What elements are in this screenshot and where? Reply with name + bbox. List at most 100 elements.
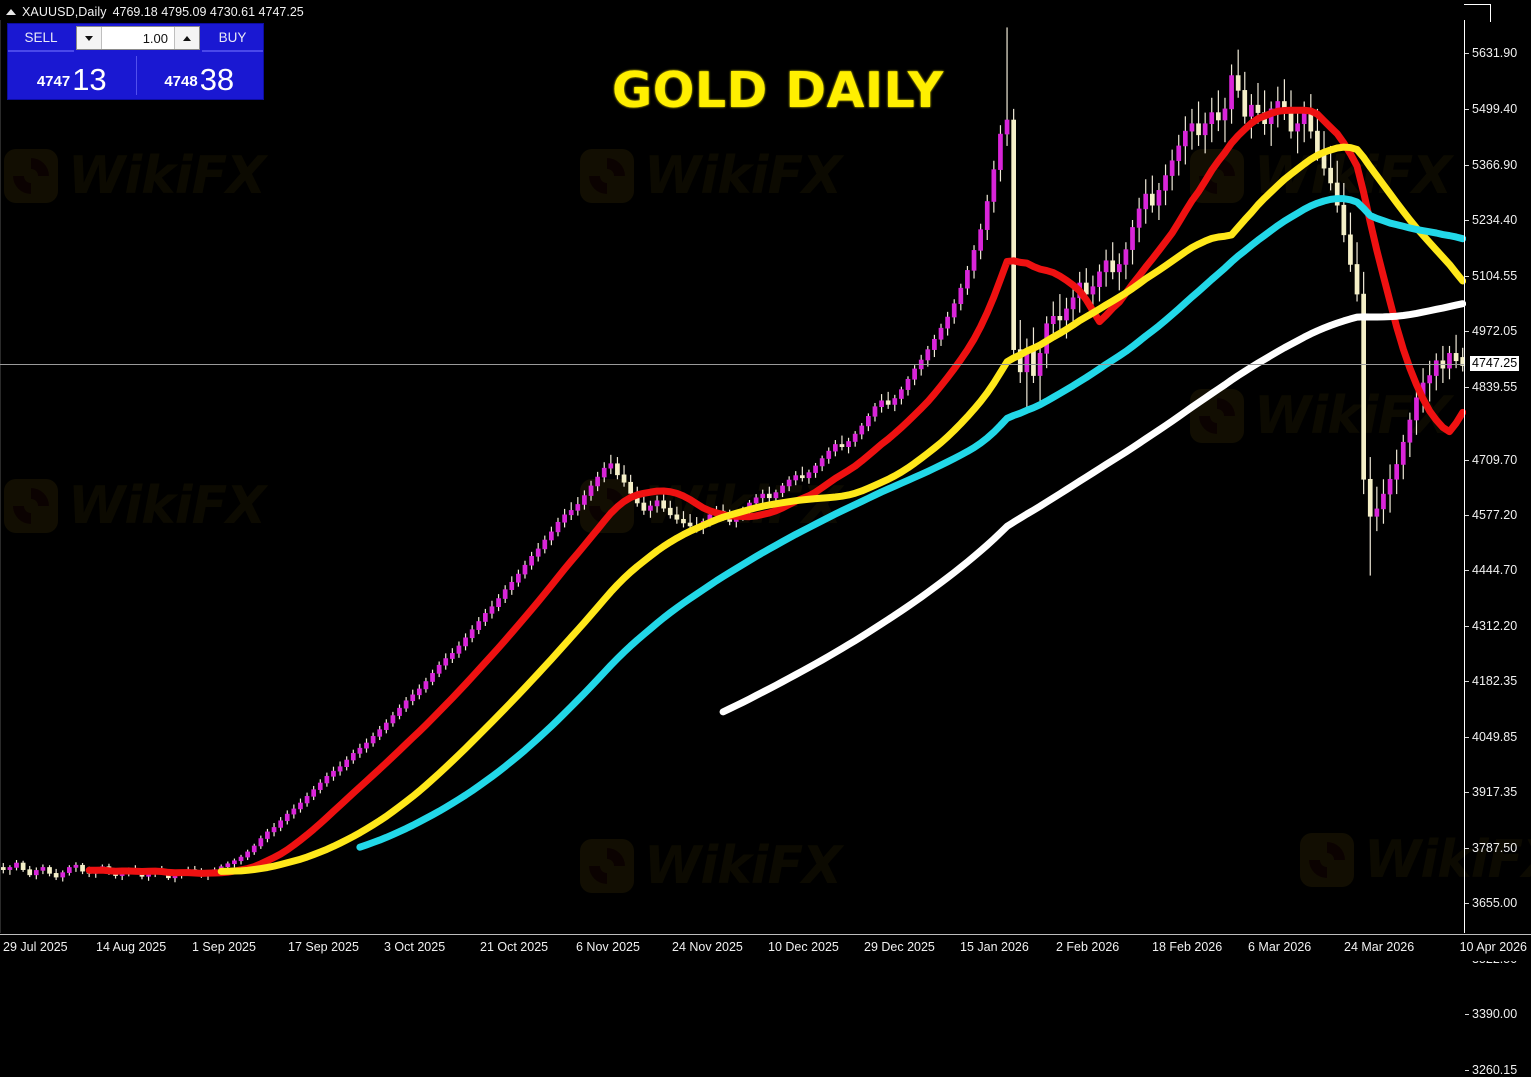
triangle-down-icon (85, 35, 93, 41)
bid-price[interactable]: 4747 13 (8, 52, 136, 99)
chart-window: WikiFX WikiFX WikiFX WikiFX WikiFX WikiF… (0, 4, 1531, 1077)
tick-dash (1465, 847, 1469, 849)
tick-dash (1465, 902, 1469, 904)
tick-dash (1465, 275, 1469, 277)
date-tick-label: 6 Mar 2026 (1248, 940, 1312, 954)
date-tick-label: 1 Sep 2025 (192, 940, 256, 954)
volume-increment-button[interactable] (174, 27, 199, 49)
price-tick-label: 3917.35 (1472, 785, 1518, 799)
date-tick-label: 21 Oct 2025 (480, 940, 549, 954)
ask-price[interactable]: 4748 38 (136, 52, 264, 99)
tick-dash (1465, 736, 1469, 738)
sell-button[interactable]: SELL (8, 24, 74, 52)
ohlc-values: 4769.18 4795.09 4730.61 4747.25 (112, 5, 304, 19)
date-tick-label: 29 Dec 2025 (864, 940, 935, 954)
price-tick-label: 5499.40 (1472, 102, 1518, 116)
date-tick-label: 3 Oct 2025 (384, 940, 446, 954)
price-tick: 5499.40 (1465, 102, 1517, 116)
price-tick: 4972.05 (1465, 324, 1517, 338)
tick-dash (1465, 625, 1469, 627)
date-tick-label: 2 Feb 2026 (1056, 940, 1120, 954)
one-click-trading-panel[interactable]: SELL 1.00 BUY 4747 13 4748 38 (8, 24, 263, 99)
triangle-up-icon[interactable] (6, 9, 16, 15)
current-price-line (0, 364, 1464, 365)
triangle-up-icon (183, 35, 191, 41)
price-tick: 5104.55 (1465, 269, 1517, 283)
ask-price-big-figure: 4748 (164, 73, 198, 90)
price-tick-label: 3390.00 (1472, 1007, 1518, 1021)
price-tick-label: 3787.50 (1472, 841, 1518, 855)
ask-price-pips: 38 (199, 62, 235, 97)
tick-dash (1465, 459, 1469, 461)
volume-input[interactable]: 1.00 (102, 27, 174, 49)
price-tick: 4182.35 (1465, 674, 1517, 688)
date-axis[interactable]: 29 Jul 2025 14 Aug 2025 1 Sep 2025 17 Sep 2… (0, 934, 1531, 961)
price-tick: 3917.35 (1465, 785, 1517, 799)
quote-divider (135, 56, 137, 95)
tick-dash (1465, 164, 1469, 166)
tick-dash (1465, 386, 1469, 388)
bid-price-big-figure: 4747 (36, 73, 71, 90)
price-tick-label: 4049.85 (1472, 730, 1518, 744)
tick-dash (1465, 1013, 1469, 1015)
price-tick: 4709.70 (1465, 453, 1517, 467)
tick-dash (1465, 1069, 1469, 1071)
tick-dash (1465, 791, 1469, 793)
price-tick: 3390.00 (1465, 1007, 1517, 1021)
date-tick-label: 10 Apr 2026 (1459, 940, 1527, 954)
bid-price-pips: 13 (72, 62, 107, 97)
price-tick-label: 4444.70 (1472, 563, 1518, 577)
ma-line-3 (719, 300, 1466, 716)
date-tick-label: 6 Nov 2025 (576, 940, 640, 954)
tick-dash (1465, 330, 1469, 332)
candlestick-series (0, 27, 1466, 883)
price-tick-label: 4839.55 (1472, 380, 1518, 394)
price-tick-label: 4709.70 (1472, 453, 1518, 467)
symbol-bar: XAUUSD,Daily 4769.18 4795.09 4730.61 474… (0, 4, 304, 20)
volume-stepper[interactable]: 1.00 (76, 26, 200, 50)
page-title: GOLD DAILY (612, 62, 944, 119)
price-tick: 4577.20 (1465, 508, 1517, 522)
ma-line-2 (356, 195, 1466, 851)
axis-corner-cap (1464, 4, 1491, 22)
price-tick: 5366.90 (1465, 158, 1517, 172)
trade-panel-top-row: SELL 1.00 BUY (8, 24, 263, 52)
buy-button[interactable]: BUY (202, 24, 263, 52)
price-tick-label: 3655.00 (1472, 896, 1518, 910)
price-tick: 5234.40 (1465, 213, 1517, 227)
volume-decrement-button[interactable] (77, 27, 102, 49)
price-tick: 4444.70 (1465, 563, 1517, 577)
price-tick: 3260.15 (1465, 1063, 1517, 1077)
ma-line-1 (217, 143, 1466, 875)
price-tick-label: 4972.05 (1472, 324, 1518, 338)
tick-dash (1465, 514, 1469, 516)
price-tick-label: 4312.20 (1472, 619, 1518, 633)
date-tick-label: 24 Mar 2026 (1344, 940, 1415, 954)
price-tick-label: 4182.35 (1472, 674, 1518, 688)
price-axis[interactable]: 5631.90 5499.40 5366.90 5234.40 5104.55 4972.… (1464, 20, 1531, 1077)
tick-dash (1465, 569, 1469, 571)
tick-dash (1465, 52, 1469, 54)
symbol-label: XAUUSD,Daily (22, 5, 107, 19)
date-tick-label: 29 Jul 2025 (3, 940, 68, 954)
price-tick-label: 5366.90 (1472, 158, 1518, 172)
price-tick-label: 5631.90 (1472, 46, 1518, 60)
date-tick-label: 10 Dec 2025 (768, 940, 839, 954)
date-tick-label: 15 Jan 2026 (960, 940, 1029, 954)
price-tick: 5631.90 (1465, 46, 1517, 60)
tick-dash (1465, 680, 1469, 682)
chart-plot-area[interactable] (0, 20, 1466, 933)
date-tick-label: 14 Aug 2025 (96, 940, 167, 954)
price-tick: 3787.50 (1465, 841, 1517, 855)
trade-panel-quotes-row: 4747 13 4748 38 (8, 52, 263, 99)
price-tick-label: 5234.40 (1472, 213, 1518, 227)
current-price-tag: 4747.25 (1470, 356, 1520, 371)
price-tick: 4839.55 (1465, 380, 1517, 394)
date-tick-label: 17 Sep 2025 (288, 940, 359, 954)
tick-dash (1465, 219, 1469, 221)
price-tick: 4312.20 (1465, 619, 1517, 633)
price-tick-label: 5104.55 (1472, 269, 1518, 283)
tick-dash (1465, 108, 1469, 110)
price-tick: 3655.00 (1465, 896, 1517, 910)
date-tick-label: 24 Nov 2025 (672, 940, 743, 954)
